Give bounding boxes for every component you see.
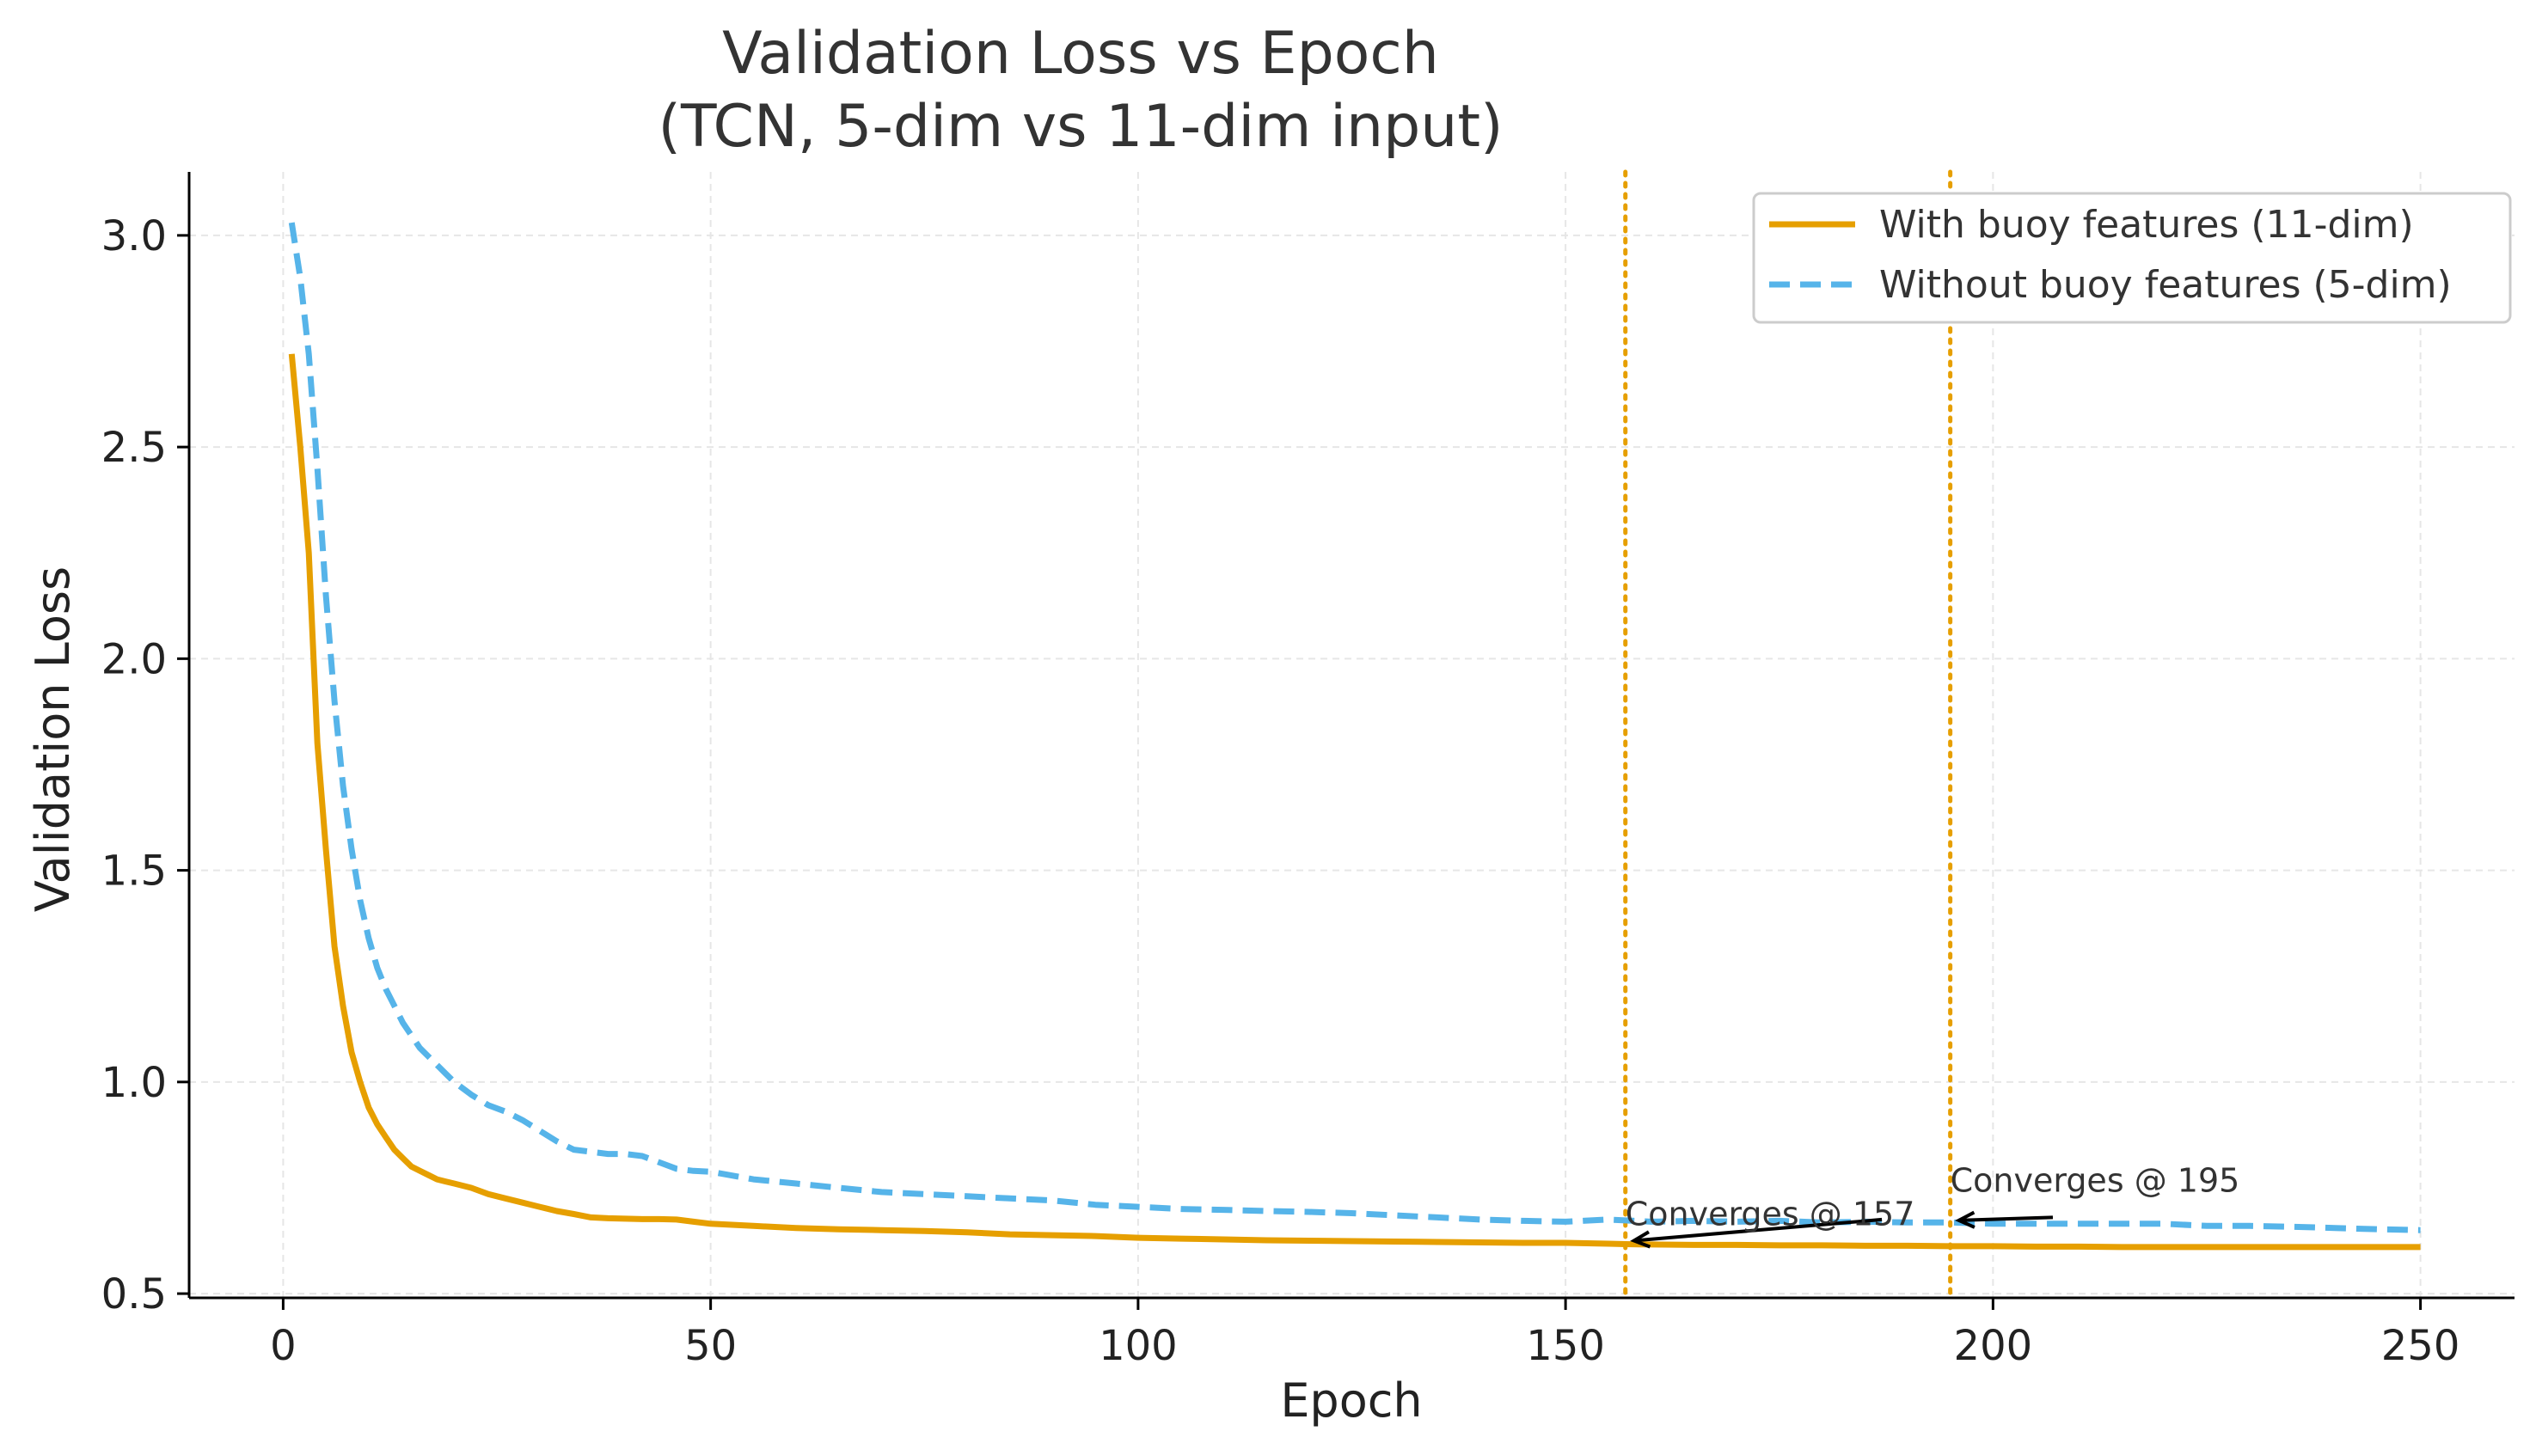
convergence-lines: [1623, 169, 1953, 1300]
legend-label-without-buoy: Without buoy features (5-dim): [1879, 263, 2452, 307]
annotation-label: Converges @ 195: [1951, 1161, 2240, 1199]
x-tick-label: 100: [1099, 1322, 1178, 1370]
x-tick-label: 0: [270, 1322, 297, 1370]
series-group: [288, 222, 2421, 1251]
y-tick-label: 2.0: [101, 635, 167, 683]
y-tick-label: 0.5: [101, 1270, 167, 1318]
y-tick-label: 3.0: [101, 212, 167, 260]
x-tick-label: 250: [2381, 1322, 2460, 1370]
x-axis-label: Epoch: [1280, 1373, 1422, 1428]
series-line-without-buoy: [288, 222, 2421, 1233]
annotation-arrow: [1958, 1215, 2054, 1222]
ticks: 0 50 100 150 200 250 0.5 1.0 1.5 2.0 2.5 3.0: [101, 212, 2460, 1370]
chart-title-line-2: (TCN, 5-dim vs 11-dim input): [658, 93, 1503, 161]
annotation-label: Converges @ 157: [1626, 1196, 1915, 1233]
legend-label-with-buoy: With buoy features (11-dim): [1879, 203, 2414, 247]
x-tick-label: 150: [1526, 1322, 1605, 1370]
annotation-arrow: [1633, 1217, 1883, 1243]
y-tick-label: 2.5: [101, 424, 167, 472]
legend-frame: [1752, 192, 2512, 324]
chart-title-line-1: Validation Loss vs Epoch: [722, 20, 1439, 88]
legend: With buoy features (11-dim) Without buoy…: [1752, 192, 2512, 324]
axes: [187, 172, 2515, 1300]
x-tick-label: 50: [684, 1322, 737, 1370]
y-tick-label: 1.5: [101, 847, 167, 896]
annotations: Converges @ 157 Converges @ 195: [1626, 1161, 2240, 1249]
x-tick-label: 200: [1954, 1322, 2033, 1370]
grid: [189, 172, 2515, 1298]
series-line-with-buoy: [288, 353, 2421, 1251]
y-tick-label: 1.0: [101, 1059, 167, 1107]
annotation-arrowhead: [1955, 1210, 1976, 1229]
annotation-arrowhead: [1630, 1230, 1651, 1249]
y-axis-label: Validation Loss: [26, 566, 80, 912]
